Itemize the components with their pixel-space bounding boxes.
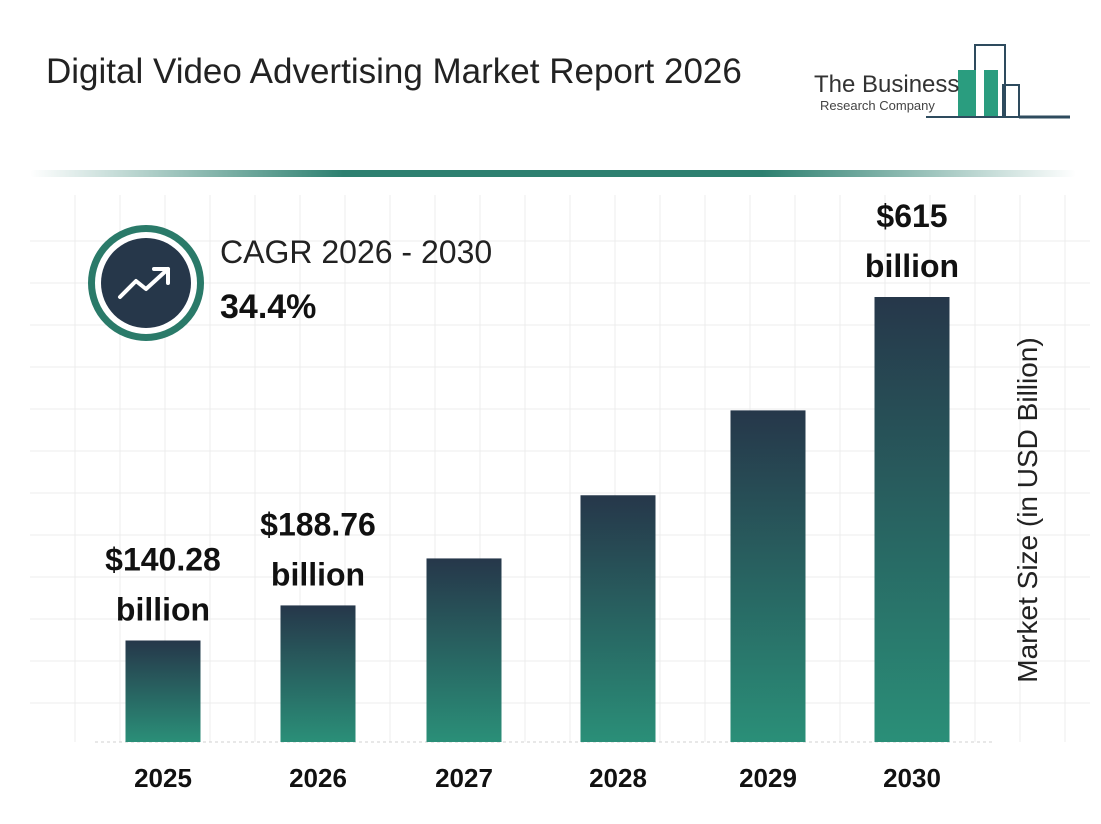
cagr-label: CAGR 2026 - 2030: [220, 234, 493, 270]
x-tick-label: 2026: [289, 763, 347, 793]
cagr-value: 34.4%: [220, 288, 317, 326]
chart-bars: [125, 297, 950, 742]
logo-line2: Research Company: [820, 98, 935, 113]
logo-line1: The Business: [814, 71, 960, 98]
y-axis-label: Market Size (in USD Billion): [1012, 337, 1043, 683]
bar-2027: [426, 558, 502, 742]
x-tick-label: 2025: [134, 763, 192, 793]
bar-2029: [730, 410, 806, 742]
header-divider: [30, 170, 1076, 177]
data-label: billion: [865, 248, 959, 284]
data-labels: $140.28 billion $188.76 billion $615 billion: [105, 198, 959, 627]
data-label: $140.28: [105, 541, 221, 577]
x-tick-label: 2028: [589, 763, 647, 793]
cagr-badge: [88, 225, 204, 341]
data-label: billion: [116, 591, 210, 627]
x-tick-label: 2027: [435, 763, 493, 793]
bar-2026: [280, 605, 356, 742]
bar-building-logo-icon: [926, 44, 1070, 119]
x-tick-label: 2030: [883, 763, 941, 793]
data-label: $615: [876, 198, 947, 234]
company-logo: The Business Research Company: [808, 40, 1070, 122]
x-tick-label: 2029: [739, 763, 797, 793]
chart-title: Digital Video Advertising Market Report …: [46, 52, 742, 91]
x-axis-labels: 2025 2026 2027 2028 2029 2030: [134, 763, 941, 793]
trend-up-icon: [118, 267, 170, 299]
bar-2030: [874, 297, 950, 742]
data-label: billion: [271, 556, 365, 592]
bar-2028: [580, 495, 656, 742]
data-label: $188.76: [260, 506, 376, 542]
bar-2025: [125, 640, 201, 742]
